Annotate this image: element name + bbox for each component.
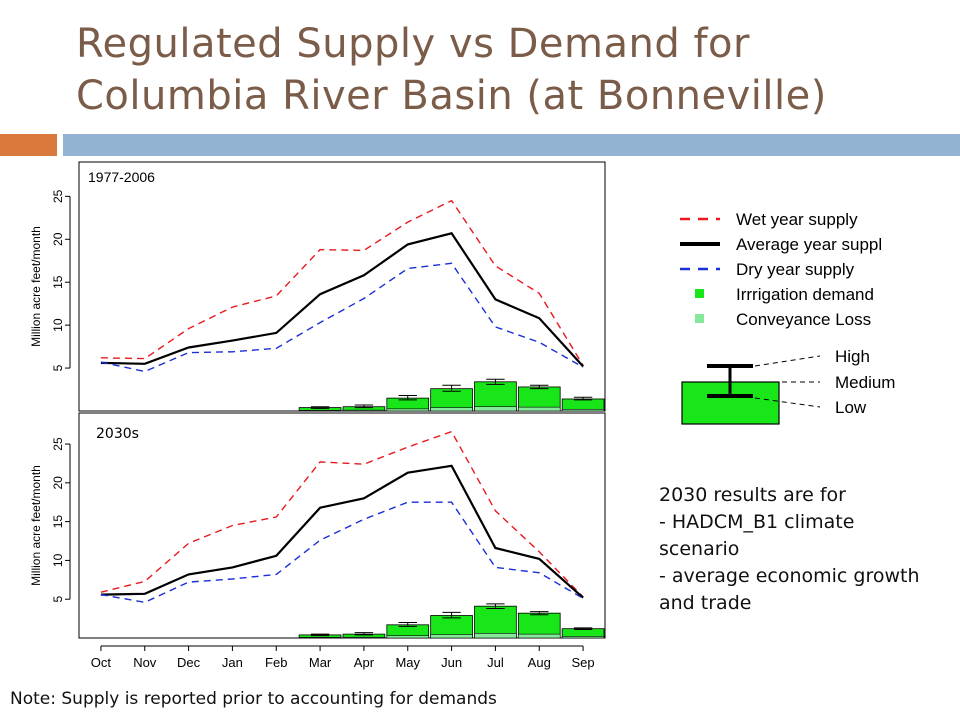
conveyance-loss-bar	[342, 409, 386, 412]
slide-title-line-2: Columbia River Basin (at Bonneville)	[76, 73, 827, 119]
dry-year-supply-line	[100, 262, 584, 373]
legend-label: Dry year supply	[736, 260, 855, 279]
x-tick-label: Jan	[222, 655, 243, 670]
conveyance-loss-bar	[298, 410, 342, 412]
conveyance-loss-bar	[298, 637, 342, 639]
plot-frame	[78, 412, 606, 639]
results-note-line: - average economic growth	[659, 565, 920, 587]
x-tick-label: Feb	[265, 655, 287, 670]
legend-label: Irrrigation demand	[736, 285, 874, 304]
plot-frame	[78, 161, 606, 412]
y-axis-label: Million acre feet/month	[29, 226, 43, 347]
y-tick-label: 20	[51, 232, 65, 246]
x-tick-label: Aug	[528, 655, 551, 670]
errorbar-legend-leader	[754, 355, 821, 367]
conveyance-loss-bar	[518, 406, 561, 412]
results-note: 2030 results are for - HADCM_B1 climate …	[659, 482, 955, 617]
x-tick-label: Sep	[572, 655, 595, 670]
x-axis: Oct Nov Dec Jan Feb Mar Apr May Jun Jul Aug Sep	[91, 645, 595, 670]
legend-item: Dry year supply	[680, 260, 855, 279]
x-tick-label: Dec	[177, 655, 201, 670]
panel-title: 1977-2006	[88, 169, 155, 185]
conveyance-loss-bar	[474, 406, 517, 412]
footnote: Note: Supply is reported prior to accoun…	[10, 689, 497, 709]
chart-figure: 5 10 15 20 25 Million acre feet/month 1977-200…	[29, 161, 895, 670]
legend-item: Irrrigation demand	[695, 285, 874, 304]
conveyance-loss-bar	[561, 408, 605, 412]
conveyance-loss-bar	[342, 636, 386, 639]
y-tick-label: 15	[51, 275, 65, 289]
x-tick-label: Nov	[133, 655, 157, 670]
y-tick-label: 15	[51, 515, 65, 529]
x-tick-label: Oct	[91, 655, 112, 670]
conveyance-loss-bar	[386, 408, 429, 412]
results-note-line: - HADCM_B1 climate	[659, 511, 855, 533]
legend-item: Average year suppl	[680, 235, 882, 254]
errorbar-legend-bar	[681, 381, 780, 425]
y-tick-label: 10	[51, 318, 65, 332]
errorbar-legend-leader	[754, 397, 821, 408]
conveyance-loss-bar	[430, 634, 473, 639]
y-tick-label: 5	[51, 596, 65, 603]
results-note-line: scenario	[659, 538, 740, 560]
chart-panel-1: 5 10 15 20 25 Million acre feet/month 1977-200…	[29, 161, 606, 412]
panel-title: 2030s	[96, 426, 139, 442]
x-tick-label: Apr	[354, 655, 375, 670]
legend-item: Conveyance Loss	[695, 310, 871, 329]
y-tick-label: 10	[51, 553, 65, 567]
average-year-supply-line	[100, 464, 584, 599]
y-tick-label: 5	[51, 364, 65, 371]
conveyance-loss-bar	[518, 633, 561, 639]
errorbar-legend-label: Medium	[835, 373, 895, 392]
x-tick-label: May	[395, 655, 420, 670]
legend-swatch	[695, 289, 704, 298]
errorbar-legend-label: Low	[835, 398, 867, 417]
legend-label: Average year suppl	[736, 235, 882, 254]
y-axis-label: Million acre feet/month	[29, 465, 43, 586]
x-tick-label: Jun	[441, 655, 462, 670]
legend-swatch	[695, 314, 704, 323]
y-tick-label: 25	[51, 437, 65, 451]
x-tick-label: Jul	[487, 655, 504, 670]
y-tick-label: 25	[51, 189, 65, 203]
conveyance-loss-bar	[561, 636, 605, 639]
average-year-supply-line	[100, 232, 584, 368]
chart-panel-2: 5 10 15 20 25 Million acre feet/month 2030s	[29, 412, 606, 639]
results-note-line: 2030 results are for	[659, 484, 846, 506]
errorbar-legend-label: High	[835, 347, 870, 366]
x-tick-label: Mar	[309, 655, 332, 670]
title-accent-bar	[0, 134, 57, 156]
legend-label: Conveyance Loss	[736, 310, 871, 329]
conveyance-loss-bar	[430, 407, 473, 412]
wet-year-supply-line	[100, 199, 584, 366]
slide-title-line-1: Regulated Supply vs Demand for	[76, 21, 750, 67]
legend-item: Wet year supply	[680, 210, 858, 229]
conveyance-loss-bar	[386, 635, 429, 639]
title-divider-bar	[63, 134, 960, 156]
errorbar-legend: High Medium Low	[681, 347, 895, 425]
chart-legend: Wet year supply Average year suppl Dry yea…	[680, 210, 882, 329]
legend-label: Wet year supply	[736, 210, 858, 229]
wet-year-supply-line	[100, 430, 584, 598]
slide-title: Regulated Supply vs Demand for Columbia …	[76, 18, 936, 122]
dry-year-supply-line	[100, 501, 584, 604]
conveyance-loss-bar	[474, 633, 517, 639]
results-note-line: and trade	[659, 592, 752, 614]
y-tick-label: 20	[51, 476, 65, 490]
chart-panels: 5 10 15 20 25 Million acre feet/month 1977-200…	[29, 161, 606, 639]
